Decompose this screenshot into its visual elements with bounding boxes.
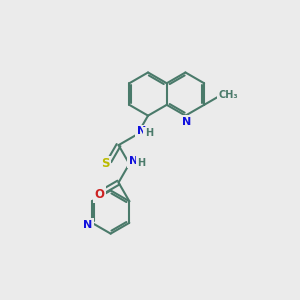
Text: N: N — [182, 116, 191, 127]
Text: N: N — [83, 220, 93, 230]
Text: CH₃: CH₃ — [218, 90, 238, 100]
Text: N: N — [136, 126, 146, 136]
Text: O: O — [95, 188, 105, 201]
Text: H: H — [137, 158, 145, 168]
Text: H: H — [145, 128, 153, 138]
Text: N: N — [129, 156, 138, 166]
Text: S: S — [101, 158, 110, 170]
